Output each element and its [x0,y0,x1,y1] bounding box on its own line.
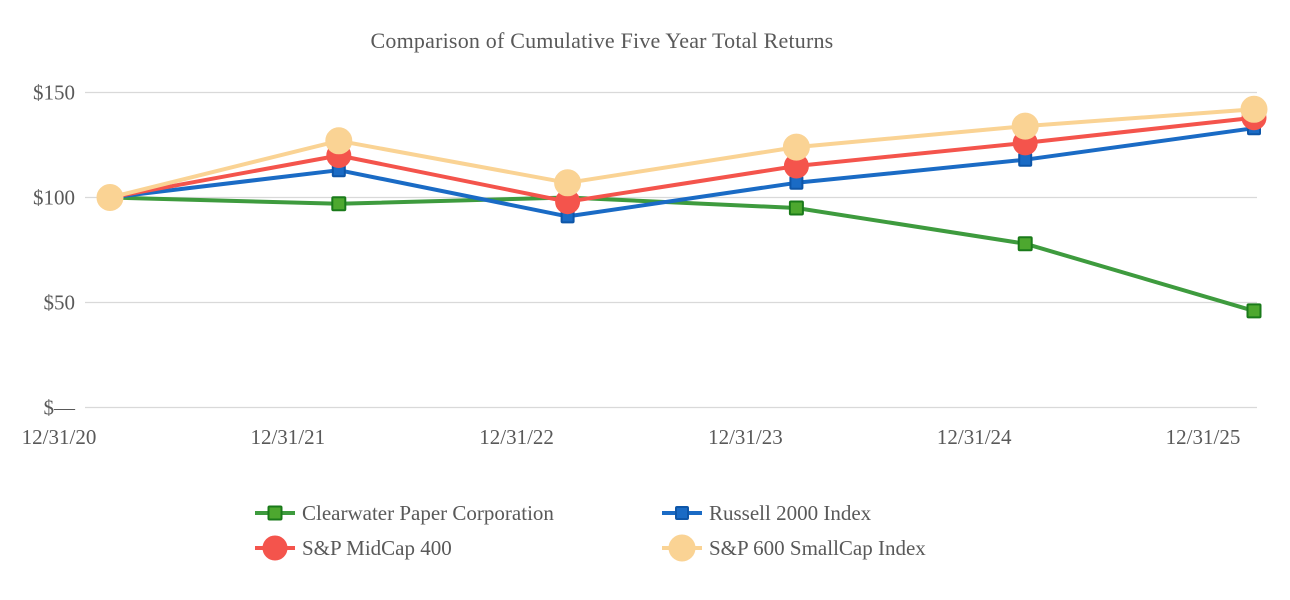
x-axis-label: 12/31/25 [1166,425,1241,449]
x-axis-label: 12/31/24 [937,425,1012,449]
s-p-600-smallcap-index-marker [325,127,353,155]
y-axis-label: $50 [44,291,76,315]
y-axis-label: $— [44,396,77,420]
russell-2000-index-marker [1018,152,1033,167]
x-axis-label: 12/31/21 [250,425,325,449]
legend-label: S&P MidCap 400 [302,536,452,560]
legend-item-clearwater-paper-corporation: Clearwater Paper Corporation [255,501,554,525]
chart-title: Comparison of Cumulative Five Year Total… [370,28,834,53]
s-p-600-smallcap-index-marker [96,184,124,211]
x-axis-label: 12/31/22 [479,425,554,449]
clearwater-paper-corporation-marker [331,196,347,212]
x-axis-label: 12/31/20 [22,425,97,449]
legend-marker-circle [262,535,288,561]
legend-label: Russell 2000 Index [709,501,872,525]
legend-label: S&P 600 SmallCap Index [709,536,926,560]
s-p-600-smallcap-index-marker [782,133,810,161]
legend-marker-square [675,506,689,520]
russell-2000-index-marker [789,175,804,190]
legend-item-s-p-midcap-400: S&P MidCap 400 [255,536,452,560]
s-p-600-smallcap-index-marker [1011,112,1039,140]
legend-marker-circle [668,534,696,562]
clearwater-paper-corporation-marker [1246,303,1262,319]
x-axis-label: 12/31/23 [708,425,783,449]
legend-item-s-p-600-smallcap-index: S&P 600 SmallCap Index [662,536,926,560]
clearwater-paper-corporation-marker [788,200,804,216]
legend-label: Clearwater Paper Corporation [302,501,554,525]
legend-item-russell-2000-index: Russell 2000 Index [662,501,872,525]
y-axis-label: $150 [33,81,75,105]
russell-2000-index-line [108,126,1256,219]
s-p-600-smallcap-index-marker [1240,95,1268,123]
legend-marker-square [267,505,283,521]
y-axis-label: $100 [33,186,75,210]
clearwater-paper-corporation-marker [1017,236,1033,252]
s-p-600-smallcap-index-line [108,107,1256,200]
s-p-midcap-400-line [108,115,1256,204]
s-p-600-smallcap-index-marker [554,169,582,197]
clearwater-paper-corporation-line [108,195,1256,313]
